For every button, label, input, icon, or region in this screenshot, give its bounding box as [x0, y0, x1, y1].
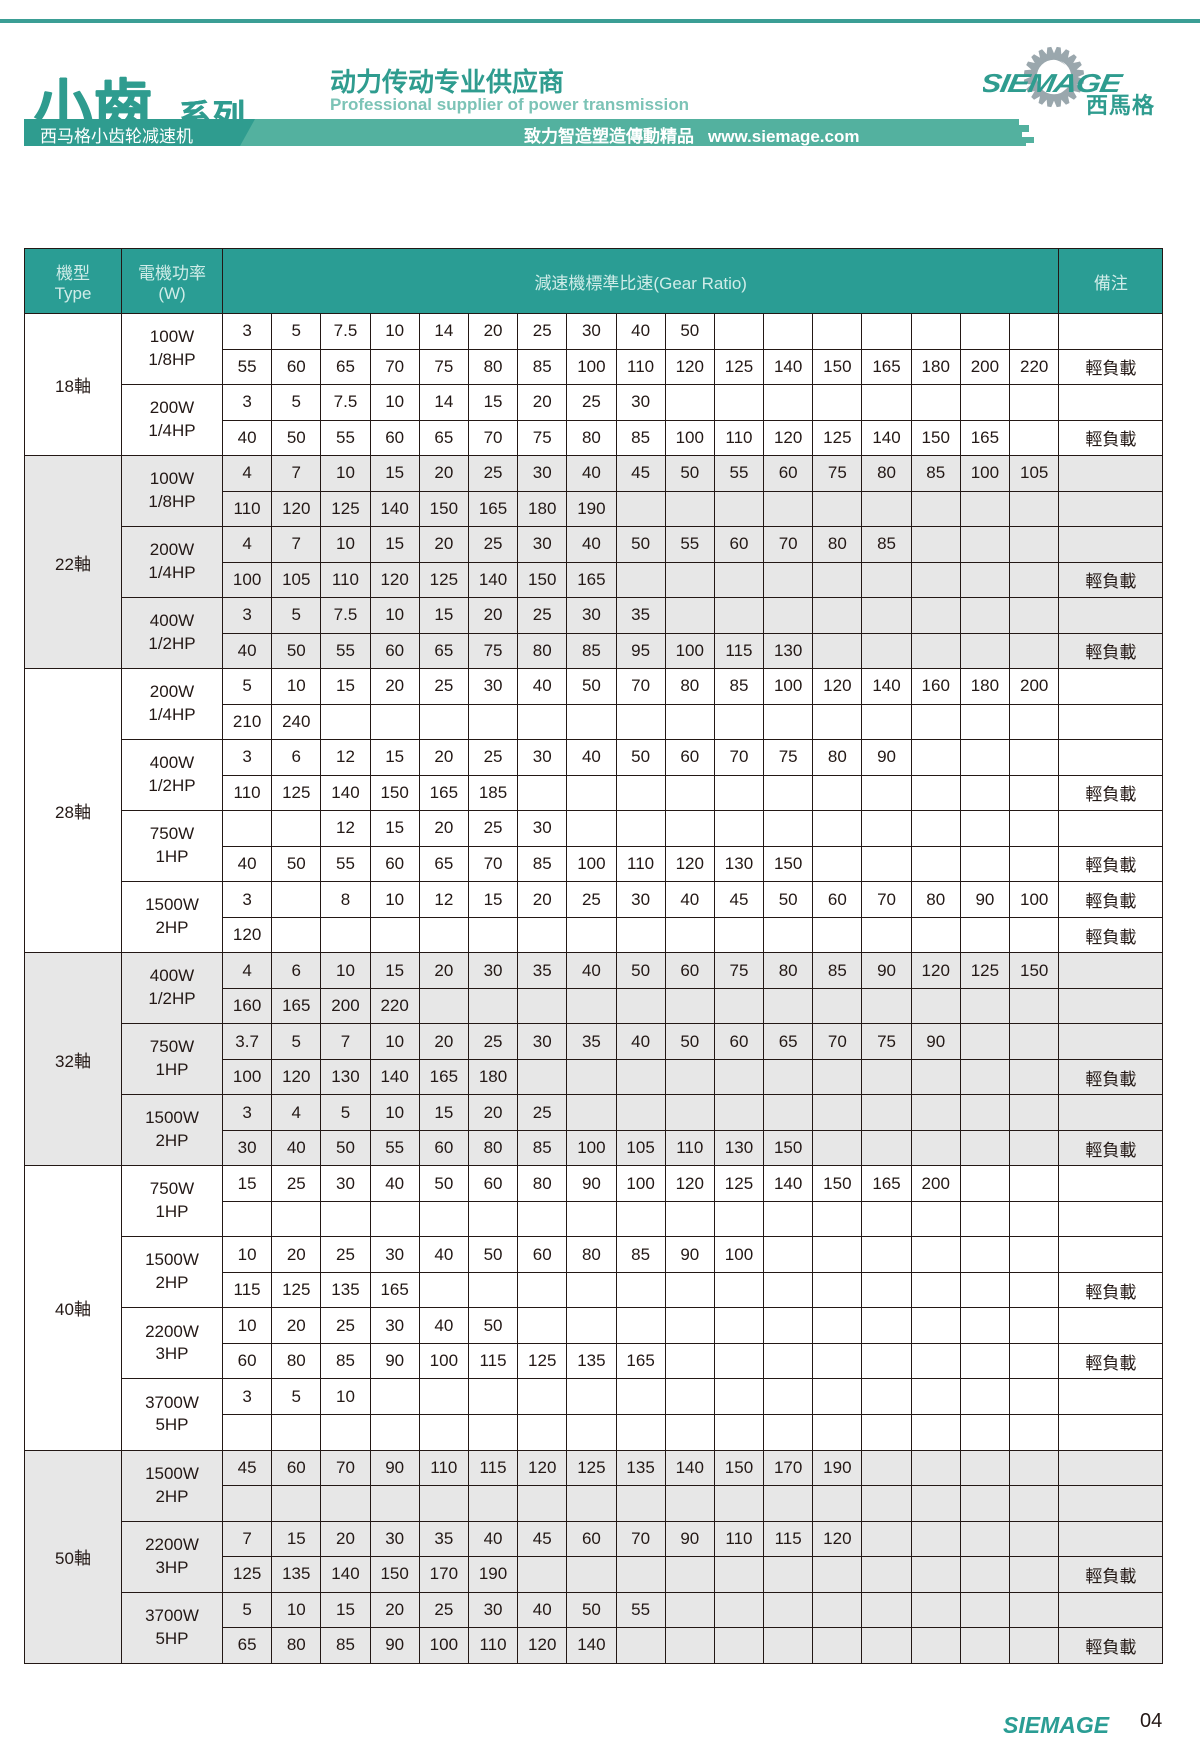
svg-text:西馬格: 西馬格: [1086, 93, 1155, 118]
